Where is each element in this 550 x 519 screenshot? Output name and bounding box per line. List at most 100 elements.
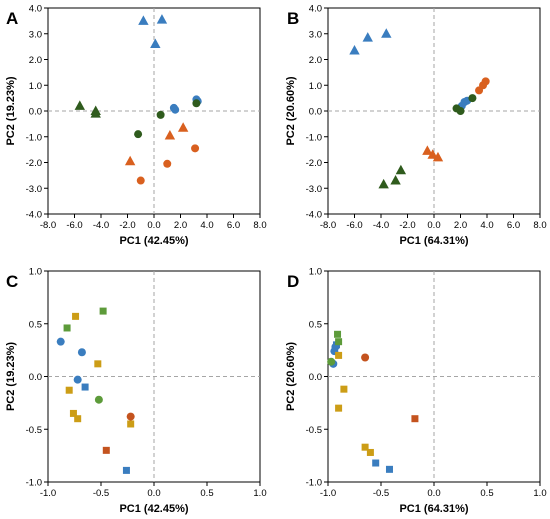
- x-axis-label: PC1 (64.31%): [399, 503, 468, 515]
- y-tick-label: -3.0: [26, 184, 42, 195]
- y-tick-label: 0.0: [309, 372, 322, 383]
- x-tick-label: 8.0: [533, 220, 546, 231]
- blue-circle-marker: [56, 337, 65, 346]
- y-tick-label: 0.5: [309, 319, 322, 330]
- x-tick-label: 0.0: [147, 220, 160, 231]
- y-tick-label: 1.0: [29, 81, 42, 92]
- orange-circle-marker: [163, 159, 172, 168]
- x-tick-label: 4.0: [480, 220, 493, 231]
- y-tick-label: 1.0: [29, 267, 42, 278]
- darkgreen-circle-marker: [156, 110, 165, 119]
- gold-square-marker: [65, 386, 73, 394]
- y-tick-label: -4.0: [26, 210, 42, 221]
- darkgreen-triangle-marker: [395, 164, 407, 175]
- x-tick-label: 4.0: [200, 220, 213, 231]
- gold-square-marker: [361, 443, 369, 451]
- chart-panel-c: C -1.0 -0.5 0.0 0.5 1.0 -1.0 -0.5 0.0 0.5 1.0 PC1 (…: [5, 267, 267, 516]
- y-tick-label: 0.0: [29, 107, 42, 118]
- gold-square-marker: [69, 409, 77, 417]
- orange-triangle-marker: [422, 145, 433, 155]
- rust-square-marker: [102, 446, 110, 454]
- orange-circle-marker: [136, 176, 145, 185]
- darkgreen-circle-marker: [468, 94, 477, 103]
- y-tick-label: -2.0: [26, 158, 42, 169]
- x-tick-label: 1.0: [253, 488, 266, 499]
- darkgreen-triangle-marker: [74, 100, 85, 110]
- y-tick-label: 2.0: [309, 55, 322, 66]
- y-axis-label: PC2 (20.60%): [285, 76, 297, 145]
- orange-triangle-marker: [177, 122, 189, 132]
- gold-square-marker: [335, 404, 343, 412]
- panel-letter: A: [6, 9, 18, 28]
- lightgreen-circle-marker: [327, 357, 336, 366]
- x-tick-label: -4.0: [93, 220, 109, 231]
- darkgreen-triangle-marker: [390, 175, 401, 185]
- y-tick-label: -2.0: [306, 158, 322, 169]
- x-tick-label: 8.0: [253, 220, 266, 231]
- panel-letter: D: [287, 272, 299, 291]
- x-tick-label: -4.0: [373, 220, 389, 231]
- y-tick-label: -1.0: [26, 132, 42, 143]
- x-tick-label: 2.0: [174, 220, 187, 231]
- x-tick-label: 1.0: [533, 488, 546, 499]
- blue-square-marker: [372, 459, 380, 467]
- gold-square-marker: [74, 415, 82, 423]
- x-tick-label: 0.0: [147, 488, 160, 499]
- x-tick-label: -0.5: [373, 488, 389, 499]
- y-axis-label: PC2 (20.60%): [285, 342, 297, 411]
- rust-square-marker: [411, 415, 419, 423]
- x-tick-label: 0.0: [427, 488, 440, 499]
- chart-panel-d: D -1.0 -0.5 0.0 0.5 1.0 -1.0 -0.5 0.0 0.5 1.0 PC1 (…: [285, 267, 547, 516]
- rust-circle-marker: [361, 353, 370, 362]
- y-tick-label: -4.0: [306, 210, 322, 221]
- y-tick-label: -0.5: [26, 425, 42, 436]
- gold-square-marker: [335, 351, 343, 359]
- y-tick-label: 0.0: [29, 372, 42, 383]
- x-tick-label: 0.0: [427, 220, 440, 231]
- darkgreen-circle-marker: [456, 107, 465, 115]
- chart-panel-a: A -8.0 -6.0 -4.0 -2.0 0.0 2.0 4.0 6.0 8.0 -4.0 -3.0…: [5, 4, 267, 248]
- lightgreen-square-marker: [99, 307, 107, 315]
- gold-square-marker: [366, 448, 374, 456]
- y-tick-label: 2.0: [29, 55, 42, 66]
- blue-triangle-marker: [150, 38, 161, 49]
- blue-square-marker: [122, 466, 130, 474]
- x-tick-label: 0.5: [200, 488, 213, 499]
- gold-square-marker: [127, 420, 135, 428]
- lightgreen-square-marker: [63, 324, 71, 332]
- gold-square-marker: [94, 360, 102, 368]
- darkgreen-circle-marker: [192, 99, 201, 108]
- orange-circle-marker: [191, 144, 200, 153]
- rust-circle-marker: [126, 412, 135, 421]
- chart-panel-b: B -8.0 -6.0 -4.0 -2.0 0.0 2.0 4.0 6.0 8.0 -4.0 -3.0…: [285, 4, 547, 248]
- y-tick-label: -1.0: [306, 132, 322, 143]
- x-tick-label: 0.5: [480, 488, 493, 499]
- x-tick-label: -6.0: [346, 220, 362, 231]
- x-tick-label: -2.0: [119, 220, 135, 231]
- x-tick-label: -6.0: [66, 220, 82, 231]
- y-tick-label: 3.0: [29, 29, 42, 40]
- y-tick-label: 1.0: [309, 81, 322, 92]
- y-tick-label: 3.0: [309, 29, 322, 40]
- y-tick-label: 1.0: [309, 267, 322, 278]
- x-tick-label: 6.0: [507, 220, 520, 231]
- x-axis-label: PC1 (42.45%): [119, 503, 188, 515]
- blue-square-marker: [81, 383, 89, 391]
- lightgreen-square-marker: [334, 330, 342, 338]
- orange-triangle-marker: [124, 155, 136, 166]
- darkgreen-circle-marker: [134, 130, 143, 139]
- y-tick-label: 4.0: [309, 4, 322, 15]
- blue-triangle-marker: [156, 14, 168, 24]
- y-tick-label: -0.5: [306, 425, 322, 436]
- x-tick-label: -1.0: [320, 488, 336, 499]
- y-tick-label: 0.5: [29, 319, 42, 330]
- x-tick-label: -8.0: [40, 220, 56, 231]
- blue-circle-marker: [77, 348, 86, 357]
- x-tick-label: -0.5: [93, 488, 109, 499]
- panel-letter: B: [287, 9, 299, 28]
- x-axis-label: PC1 (42.45%): [119, 235, 188, 247]
- x-tick-label: -8.0: [320, 220, 336, 231]
- blue-triangle-marker: [138, 15, 149, 25]
- gold-square-marker: [72, 312, 80, 320]
